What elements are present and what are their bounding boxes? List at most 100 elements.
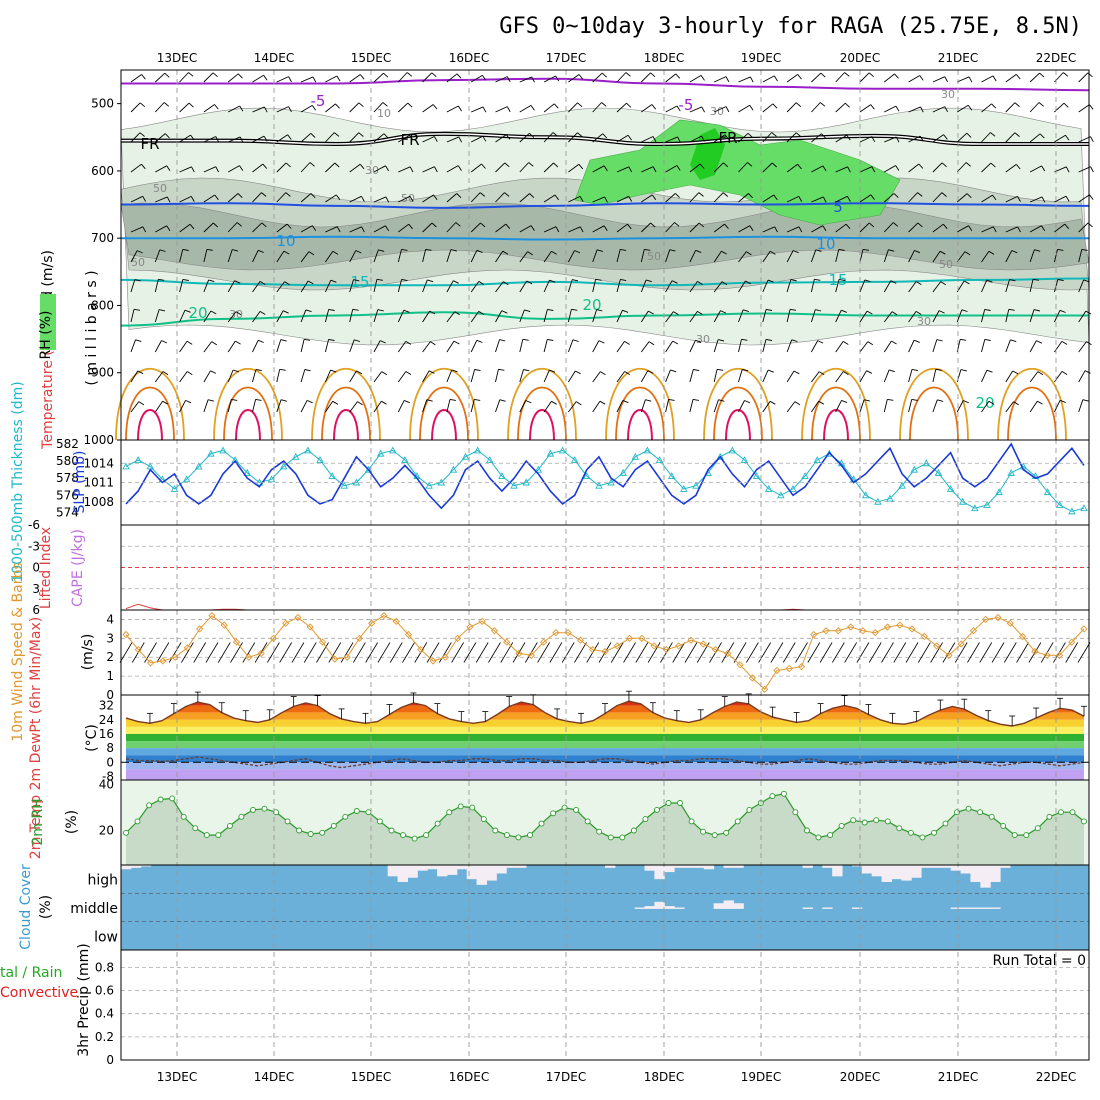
wind-barb-flag bbox=[137, 250, 143, 254]
contour-label: 20 bbox=[582, 296, 601, 314]
wind-barb-flag bbox=[1057, 248, 1064, 251]
rh-tick: 20 bbox=[99, 824, 114, 838]
wind-barb bbox=[567, 309, 572, 323]
wind-barb bbox=[859, 222, 870, 233]
wind-barb-flag bbox=[624, 341, 630, 345]
wind-barb bbox=[1078, 249, 1083, 263]
wind-barb bbox=[495, 162, 506, 173]
slp-point bbox=[1068, 507, 1076, 515]
wind-speed-point bbox=[1006, 619, 1014, 627]
date-label-bottom: 17DEC bbox=[546, 1070, 586, 1084]
wind-barb-flag bbox=[990, 162, 996, 168]
wind-barb bbox=[592, 309, 598, 323]
wind-barb bbox=[762, 369, 769, 383]
wind-barb bbox=[786, 250, 794, 263]
wind-barb-flag bbox=[480, 222, 486, 228]
wind-barb bbox=[1054, 134, 1066, 143]
wind-barb bbox=[689, 369, 694, 383]
wind-barb bbox=[762, 194, 775, 203]
wind-barb bbox=[349, 132, 360, 143]
slp-point bbox=[764, 484, 773, 492]
wind-barb bbox=[203, 249, 208, 263]
wind-barb bbox=[1029, 102, 1040, 113]
wind-barb-flag bbox=[650, 72, 656, 78]
wind-barb-flag bbox=[330, 279, 337, 283]
wind-barb bbox=[227, 311, 237, 323]
wind-barb-flag bbox=[717, 368, 724, 371]
wind-barb bbox=[738, 225, 751, 233]
wind-barb-flag bbox=[310, 193, 316, 199]
wind-barb bbox=[908, 281, 917, 293]
wind-barb bbox=[932, 399, 938, 413]
wind-tick: 4 bbox=[106, 612, 114, 626]
date-label-top: 15DEC bbox=[351, 51, 391, 65]
wind-barb-flag bbox=[214, 104, 219, 110]
slp-point bbox=[316, 456, 324, 463]
wind-barb-flag bbox=[668, 398, 675, 401]
wind-barb-flag bbox=[677, 136, 681, 143]
wind-barb-flag bbox=[1038, 102, 1044, 107]
wind-barb-flag bbox=[749, 225, 754, 231]
wind-barb-flag bbox=[1041, 165, 1046, 172]
wind-barb bbox=[227, 399, 232, 413]
cloud-high-gap bbox=[851, 865, 863, 867]
cloud-level-label: high bbox=[87, 873, 118, 889]
temp-color-band bbox=[126, 712, 1084, 720]
wind-barb bbox=[446, 73, 458, 83]
wind-barb bbox=[398, 223, 409, 233]
wind-barb bbox=[786, 279, 792, 293]
wind-barb-flag bbox=[1015, 164, 1021, 170]
wind-barb bbox=[665, 280, 673, 293]
rh-2m-point bbox=[434, 820, 441, 827]
cloud-mid-gap bbox=[802, 907, 813, 909]
cloud-label: Cloud Cover bbox=[18, 864, 34, 950]
cloud-high-gap bbox=[1000, 865, 1011, 868]
wind-barb-flag bbox=[992, 194, 997, 201]
wind-barb bbox=[859, 279, 866, 293]
surface-wind-barb bbox=[758, 642, 772, 663]
rh-2m-point bbox=[919, 834, 926, 841]
wind-barb-flag bbox=[676, 165, 681, 171]
wind-barb bbox=[543, 162, 554, 173]
wind-barb-flag bbox=[1032, 278, 1040, 281]
wind-barb-flag bbox=[451, 369, 458, 373]
lifted-index-line bbox=[125, 603, 1084, 611]
wind-speed-point bbox=[146, 659, 155, 667]
wind-barb bbox=[640, 310, 649, 323]
wind-barb bbox=[252, 340, 259, 353]
wind-barb bbox=[276, 310, 284, 323]
wind-barb bbox=[1005, 164, 1017, 173]
rh-2m-point bbox=[550, 810, 557, 817]
wind-barb-flag bbox=[627, 223, 632, 230]
wind-barb bbox=[276, 399, 282, 413]
wind-barb-flag bbox=[1041, 196, 1046, 203]
surface-wind-barb bbox=[217, 642, 231, 663]
slp-point bbox=[134, 456, 142, 463]
wind-barb-flag bbox=[182, 248, 189, 251]
cloud-unit-label: (%) bbox=[38, 895, 54, 919]
wind-barb bbox=[665, 369, 671, 383]
wind-barb bbox=[252, 163, 264, 173]
wind-barb bbox=[252, 74, 264, 83]
slp-point bbox=[425, 481, 433, 489]
wind-barb-flag bbox=[262, 163, 268, 169]
slp-point bbox=[170, 484, 179, 492]
wind-barb-flag bbox=[1011, 250, 1018, 254]
wind-barb bbox=[276, 106, 289, 113]
wind-speed-point bbox=[675, 642, 683, 650]
wind-barb bbox=[859, 166, 873, 173]
low-level-isotherm bbox=[801, 368, 871, 441]
wind-barb bbox=[640, 249, 645, 263]
wind-barb-flag bbox=[237, 73, 243, 79]
wind-speed-point bbox=[392, 617, 400, 625]
wind-barb-flag bbox=[645, 279, 652, 283]
wind-barb-flag bbox=[936, 339, 943, 342]
wind-barb-flag bbox=[990, 132, 996, 137]
wind-barb bbox=[325, 75, 338, 83]
wind-speed-point bbox=[1055, 651, 1064, 659]
slp-point bbox=[376, 449, 385, 457]
surface-wind-barb bbox=[1003, 642, 1017, 663]
wind-barb-flag bbox=[602, 133, 608, 139]
run-total-label: Run Total = 0 bbox=[992, 953, 1086, 969]
wind-barb-flag bbox=[454, 311, 460, 316]
